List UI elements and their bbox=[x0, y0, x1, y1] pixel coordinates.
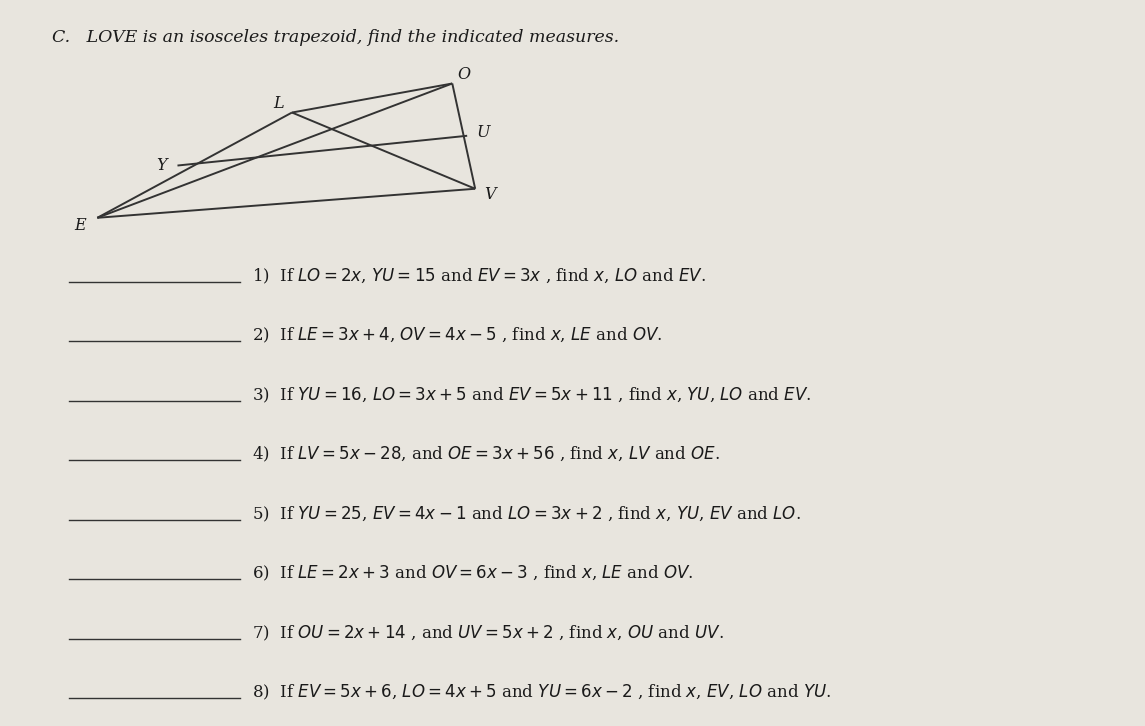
Text: 4)  If $LV=5x-28$, and $OE=3x+56$ , find $x$, $LV$ and $OE$.: 4) If $LV=5x-28$, and $OE=3x+56$ , find … bbox=[252, 445, 720, 464]
Text: 7)  If $OU=2x+14$ , and $UV=5x+2$ , find $x$, $OU$ and $UV$.: 7) If $OU=2x+14$ , and $UV=5x+2$ , find … bbox=[252, 624, 724, 643]
Text: E: E bbox=[74, 216, 86, 234]
Text: 5)  If $YU=25$, $EV=4x-1$ and $LO=3x+2$ , find $x$, $YU$, $EV$ and $LO$.: 5) If $YU=25$, $EV=4x-1$ and $LO=3x+2$ ,… bbox=[252, 505, 800, 523]
Text: 3)  If $YU=16$, $LO=3x+5$ and $EV=5x+11$ , find $x$, $YU$, $LO$ and $EV$.: 3) If $YU=16$, $LO=3x+5$ and $EV=5x+11$ … bbox=[252, 386, 812, 404]
Text: 6)  If $LE=2x+3$ and $OV=6x-3$ , find $x$, $LE$ and $OV$.: 6) If $LE=2x+3$ and $OV=6x-3$ , find $x$… bbox=[252, 564, 694, 583]
Text: U: U bbox=[476, 124, 490, 142]
Text: L: L bbox=[273, 95, 284, 113]
Text: Y: Y bbox=[156, 157, 167, 174]
Text: C.   LOVE is an isosceles trapezoid, find the indicated measures.: C. LOVE is an isosceles trapezoid, find … bbox=[52, 29, 618, 46]
Text: V: V bbox=[484, 186, 496, 203]
Text: 2)  If $LE=3x+4$, $OV=4x-5$ , find $x$, $LE$ and $OV$.: 2) If $LE=3x+4$, $OV=4x-5$ , find $x$, $… bbox=[252, 326, 662, 345]
Text: O: O bbox=[457, 66, 471, 83]
Text: 1)  If $LO=2x$, $YU=15$ and $EV=3x$ , find $x$, $LO$ and $EV$.: 1) If $LO=2x$, $YU=15$ and $EV=3x$ , fin… bbox=[252, 266, 705, 285]
Text: 8)  If $EV=5x+6$, $LO=4x+5$ and $YU=6x-2$ , find $x$, $EV$, $LO$ and $YU$.: 8) If $EV=5x+6$, $LO=4x+5$ and $YU=6x-2$… bbox=[252, 683, 831, 702]
